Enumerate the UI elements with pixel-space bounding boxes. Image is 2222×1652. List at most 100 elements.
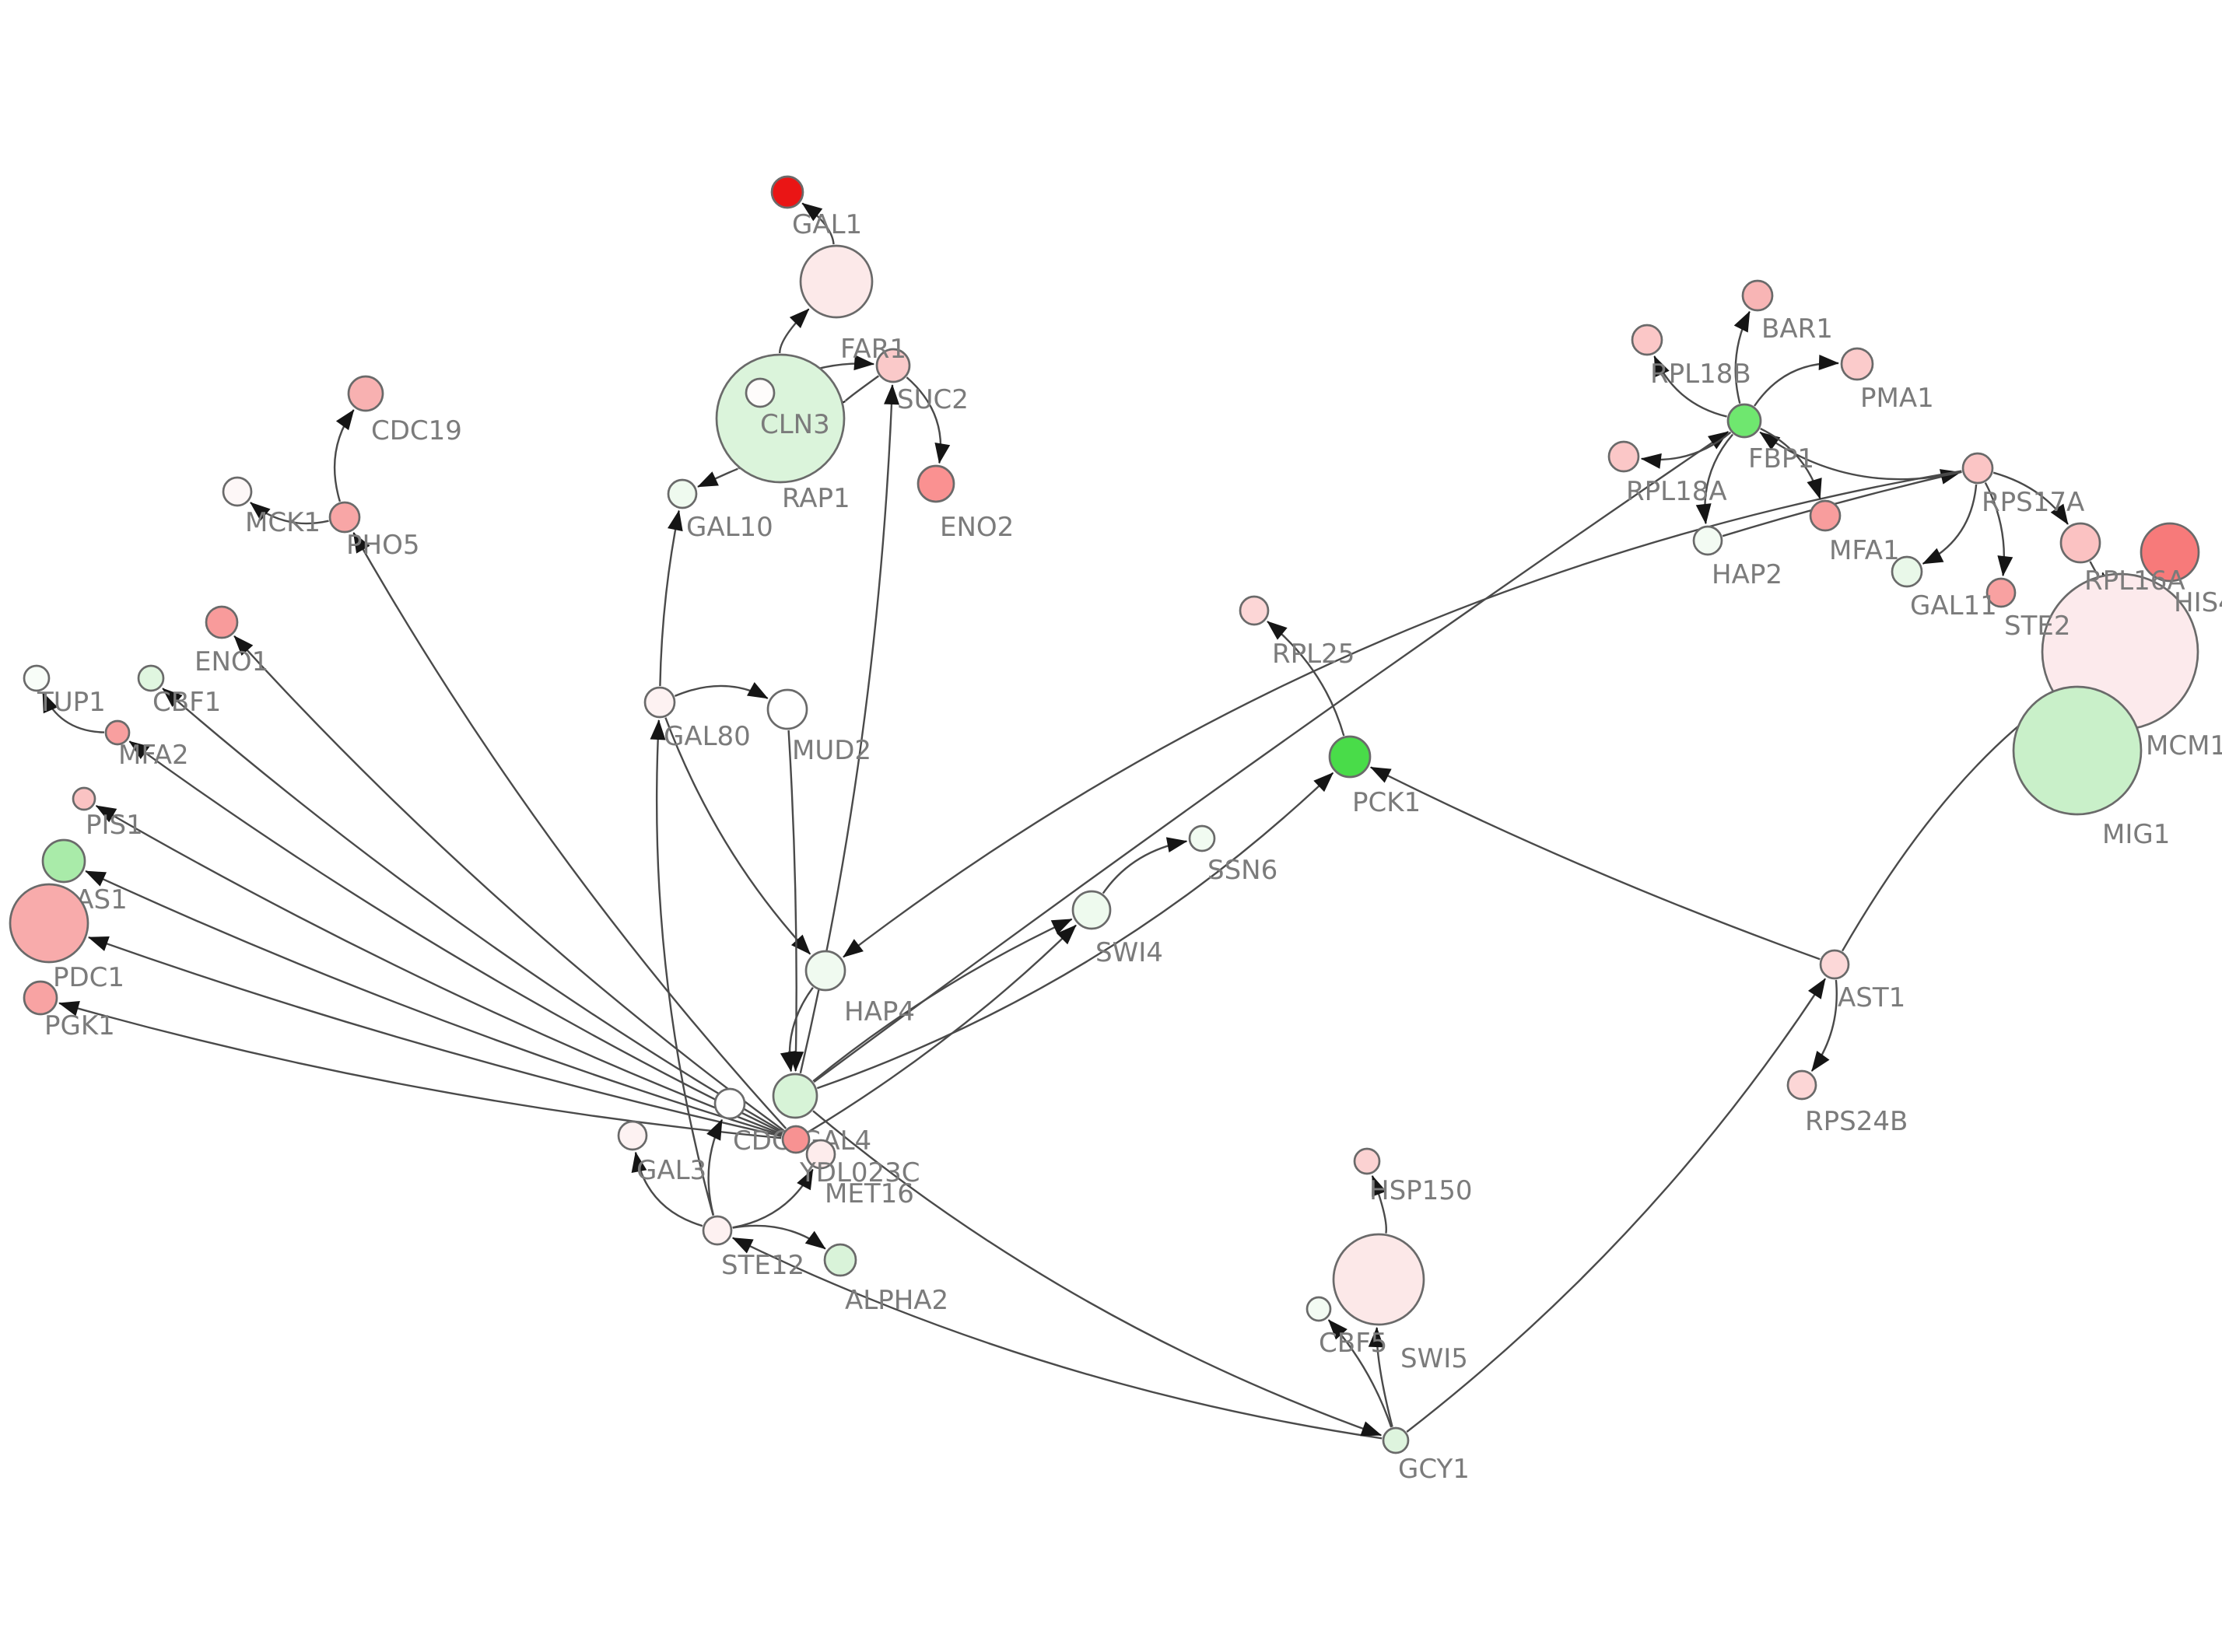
node-MFA1[interactable] (1809, 499, 1842, 532)
node-YDL023C[interactable] (781, 1125, 811, 1154)
edge-YDL023C-RAS1[interactable] (85, 870, 783, 1136)
edge-YDL023C-PHO5[interactable] (352, 532, 787, 1129)
node-GAL3[interactable] (617, 1120, 648, 1151)
node-GAL11[interactable] (1891, 555, 1923, 588)
edge-MFA2-TUP1[interactable] (41, 691, 105, 733)
edge-STE12-CDC6[interactable] (706, 1118, 724, 1216)
node-FAR1[interactable] (799, 244, 874, 319)
edge-GAL80-GAL10[interactable] (659, 509, 683, 687)
edge-YDL023C-PIS1[interactable] (95, 804, 783, 1136)
edge-FBP1-RPL18A[interactable] (1640, 431, 1732, 469)
edge-GCY1-STE12[interactable] (731, 1237, 1383, 1440)
node-GAL80[interactable] (643, 686, 676, 719)
edge-YDL023C-ENO1[interactable] (233, 635, 785, 1132)
node-MET16[interactable] (805, 1139, 836, 1170)
edge-STE12-GAL3[interactable] (631, 1151, 703, 1227)
edge-CLN3-GAL10[interactable] (697, 467, 740, 488)
edge-HAP2-RPS17A[interactable] (1722, 469, 1961, 537)
edge-YDL023C-SWI4[interactable] (808, 924, 1077, 1133)
edge-GAL4-GCY1[interactable] (812, 1110, 1383, 1437)
edge-RPS17A-STE2[interactable] (1984, 482, 2013, 577)
edge-FBP1-PMA1[interactable] (1754, 355, 1839, 407)
node-GCY1[interactable] (1382, 1426, 1410, 1454)
node-FBP1[interactable] (1726, 403, 1762, 439)
edge-RPS17A-RPL16A[interactable] (1992, 471, 2069, 525)
edge-GCY1-CBF5[interactable] (1327, 1319, 1393, 1428)
node-HIS4[interactable] (2140, 522, 2200, 583)
node-HSP150[interactable] (1353, 1147, 1381, 1175)
edge-FBP1-MFA1[interactable] (1760, 428, 1822, 499)
edge-CLN3-FAR1[interactable] (778, 308, 810, 354)
edge-FBP1-HAP2[interactable] (1695, 433, 1734, 525)
node-RPL18A[interactable] (1607, 440, 1640, 473)
edge-HAP4-GAL4[interactable] (780, 986, 814, 1073)
node-SUC2[interactable] (875, 348, 911, 383)
node-SWI4[interactable] (1071, 890, 1112, 930)
node-HAP2[interactable] (1692, 525, 1723, 556)
node-ENO1[interactable] (205, 605, 239, 639)
node-RPS24B[interactable] (1786, 1069, 1817, 1101)
edge-GCY1-SWI5[interactable] (1368, 1327, 1393, 1427)
edge-PHO5-MCK1[interactable] (250, 502, 329, 525)
edge-GAL4-PCK1[interactable] (816, 772, 1334, 1090)
edge-AST1-PCK1[interactable] (1369, 766, 1821, 961)
node-STE12[interactable] (702, 1215, 733, 1246)
node-PMA1[interactable] (1840, 347, 1874, 381)
node-MCK1[interactable] (222, 476, 253, 507)
edge-SUC2-ENO2[interactable] (906, 376, 951, 464)
node-PDC1[interactable] (9, 883, 89, 964)
node-CBF5[interactable] (1306, 1296, 1332, 1322)
node-PGK1[interactable] (23, 980, 58, 1016)
node-RPS17A[interactable] (1961, 452, 1994, 485)
edge-FAR1-GAL1[interactable] (801, 202, 835, 245)
node-SWI5[interactable] (1332, 1233, 1425, 1326)
edge-STE12-MET16[interactable] (732, 1168, 814, 1229)
edge-GAL4-SWI4[interactable] (812, 918, 1073, 1082)
edge-SWI5-HSP150[interactable] (1371, 1174, 1387, 1234)
edge-FBP1-BAR1[interactable] (1733, 310, 1751, 404)
node-RAP1[interactable] (745, 377, 776, 408)
node-RPL25[interactable] (1239, 595, 1270, 626)
edge-YDL023C-CBF1[interactable] (162, 688, 784, 1133)
edge-STE12-ALPHA2[interactable] (732, 1224, 826, 1250)
edge-PHO5-CDC19[interactable] (333, 409, 355, 502)
node-ENO2[interactable] (916, 464, 955, 503)
edge-YDL023C-MFA2[interactable] (128, 740, 783, 1134)
node-PCK1[interactable] (1328, 735, 1372, 779)
node-CDC19[interactable] (347, 375, 384, 412)
edge-RPS17A-GAL11[interactable] (1922, 484, 1978, 565)
node-STE2[interactable] (1985, 577, 2017, 608)
edge-MUD2-GAL4[interactable] (787, 730, 804, 1072)
edge-SWI4-SSN6[interactable] (1102, 837, 1188, 894)
edge-RPS17A-FBP1[interactable] (1759, 431, 1962, 481)
edge-PCK1-RPL25[interactable] (1267, 621, 1345, 737)
edge-YDL023C-PGK1[interactable] (58, 1000, 782, 1139)
node-PIS1[interactable] (72, 786, 96, 811)
node-GAL4[interactable] (772, 1073, 818, 1119)
node-HAP4[interactable] (804, 950, 846, 992)
node-MUD2[interactable] (766, 688, 808, 730)
edge-GAL4-FBP1[interactable] (813, 431, 1730, 1083)
node-ALPHA2[interactable] (823, 1243, 857, 1277)
node-CBF1[interactable] (137, 664, 165, 692)
node-GAL10[interactable] (667, 478, 698, 509)
node-BAR1[interactable] (1741, 279, 1774, 312)
node-RPL18B[interactable] (1631, 324, 1663, 356)
node-CDC6[interactable] (713, 1087, 746, 1120)
node-GAL1[interactable] (770, 175, 804, 209)
edge-FBP1-RPL18B[interactable] (1653, 355, 1727, 418)
node-TUP1[interactable] (23, 664, 51, 692)
node-AST1[interactable] (1819, 949, 1850, 980)
node-RAS1[interactable] (41, 838, 86, 884)
edge-GCY1-AST1[interactable] (1406, 978, 1827, 1433)
node-PHO5[interactable] (328, 501, 361, 534)
edge-SUC2-CLN3[interactable] (824, 375, 880, 415)
node-MFA2[interactable] (104, 719, 131, 746)
edge-RPS17A-HAP4[interactable] (843, 470, 1962, 958)
edge-YDL023C-PDC1[interactable] (87, 936, 782, 1137)
node-MIG1[interactable] (2012, 685, 2143, 816)
node-SSN6[interactable] (1188, 824, 1216, 852)
node-RPL16A[interactable] (2059, 522, 2101, 564)
edge-AST1-RPS24B[interactable] (1810, 979, 1838, 1072)
